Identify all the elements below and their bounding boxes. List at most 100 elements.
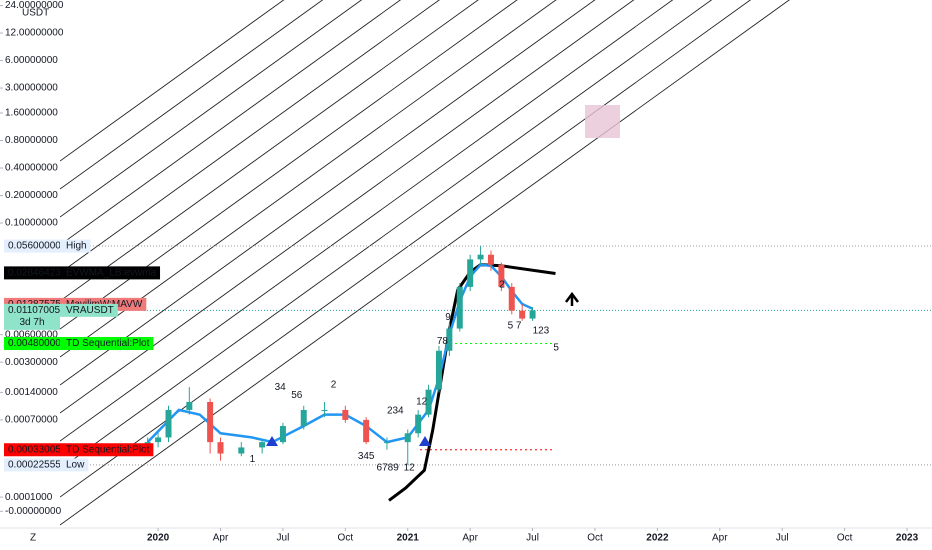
candle-body: [217, 442, 224, 454]
y-tick-label: 0.10000000: [5, 218, 58, 229]
x-tick-label: Jul: [526, 533, 539, 544]
x-tick-label: Apr: [462, 533, 478, 544]
indicator-line: [146, 263, 534, 444]
candle-body: [279, 426, 286, 443]
corner-label: Z: [30, 533, 36, 544]
td-label: 6789: [377, 462, 400, 473]
x-tick-label: Oct: [837, 533, 853, 544]
price-tag-value: 0.01107005: [8, 305, 61, 316]
x-tick-label: 2021: [397, 533, 420, 544]
channel-line: [60, 0, 635, 414]
price-tag-value: 0.05600000: [8, 241, 61, 252]
td-label: 5 7: [508, 320, 522, 331]
price-tag-name-bg: [60, 458, 89, 472]
td-label: 12: [416, 397, 428, 408]
price-tag-name-bg: [60, 239, 91, 253]
candle-body: [519, 310, 526, 319]
price-tag-value: 0.00022555: [8, 459, 61, 470]
price-tag-extra: 3d 7h: [19, 317, 44, 328]
price-tag-name: VRAUSDT: [66, 305, 114, 316]
channel-line: [60, 0, 440, 274]
arrow-up: [565, 291, 579, 306]
price-tag-name: TD Sequential:Plot: [66, 338, 150, 349]
td-label: 345: [358, 451, 375, 462]
candle-body: [529, 310, 536, 319]
candle-body: [300, 409, 307, 427]
channel-line: [60, 0, 518, 330]
candle-body: [207, 401, 214, 443]
candle-body: [435, 350, 442, 390]
x-tick-label: Oct: [338, 533, 354, 544]
y-tick-label: 24.00000000: [5, 0, 64, 11]
y-tick-label: 0.00140000: [5, 387, 58, 398]
channel-line: [60, 0, 285, 162]
candle-body: [456, 286, 463, 329]
price-tag: [4, 337, 60, 351]
channel-line: [60, 0, 557, 358]
y-tick-label: 0.00600000: [5, 329, 58, 340]
candle-body: [446, 328, 453, 351]
candle-body: [259, 442, 266, 448]
x-tick-label: Jul: [277, 533, 290, 544]
channel-line: [60, 0, 402, 246]
y-tick-label: 6.00000000: [5, 55, 58, 66]
td-label: 2: [331, 379, 337, 390]
td-label: 5: [553, 343, 559, 354]
price-tag-value: 0.00480000: [8, 338, 61, 349]
y-tick-label: 0.20000000: [5, 190, 58, 201]
candle-body: [415, 414, 422, 434]
td-label: 34: [275, 382, 287, 393]
price-tag: [4, 303, 60, 330]
price-tag: [4, 266, 60, 280]
candle-body: [238, 447, 245, 454]
x-tick-label: 2022: [646, 533, 669, 544]
price-tag: [4, 443, 60, 457]
candle-body: [508, 286, 515, 311]
price-tag-value: 0.00033005: [8, 444, 61, 455]
channel-line: [60, 0, 324, 190]
price-tag-name-bg: [60, 303, 118, 317]
candle-body: [467, 259, 474, 287]
x-tick-label: 2023: [896, 533, 919, 544]
price-tag-name: High: [66, 241, 87, 252]
y-tick-label: 12.00000000: [5, 28, 64, 39]
y-tick-label: 1.60000000: [5, 108, 58, 119]
channel-line: [60, 0, 752, 498]
candle-body: [342, 409, 349, 420]
candle-body: [363, 419, 370, 443]
x-tick-label: Jul: [776, 533, 789, 544]
channel-line: [60, 0, 713, 470]
candle-body: [383, 442, 390, 444]
candle-body: [155, 437, 162, 443]
td-label: 2: [499, 280, 505, 291]
candle-body: [487, 254, 494, 265]
channel-line: [60, 0, 674, 442]
td-label: 234: [387, 405, 404, 416]
y-tick-label: 0.00070000: [5, 415, 58, 426]
candle-body: [321, 409, 328, 411]
target-box: [585, 105, 620, 138]
td-label: 12: [404, 462, 416, 473]
x-tick-label: Apr: [213, 533, 229, 544]
td-label: 56: [291, 390, 303, 401]
y-tick-label: 3.00000000: [5, 83, 58, 94]
candle-body: [186, 401, 193, 410]
price-tag-name-bg: [60, 266, 161, 280]
price-tag-value: 0.02846423: [8, 268, 61, 279]
price-tag: [4, 239, 60, 253]
candle-body: [404, 433, 411, 443]
price-tag-name: Low: [66, 459, 85, 470]
candle-body: [425, 389, 432, 415]
channel-line: [60, 0, 596, 386]
price-tag: [4, 458, 60, 472]
price-tag-name-bg: [60, 443, 154, 457]
price-tag-name-bg: [60, 337, 154, 351]
signal-triangle: [419, 436, 431, 446]
channel-line: [60, 0, 479, 302]
y-tick-label: -0.00000000: [5, 506, 62, 517]
x-tick-label: Apr: [712, 533, 728, 544]
y-tick-label: 0.80000000: [5, 135, 58, 146]
signal-triangle: [266, 436, 278, 446]
candle-body: [165, 409, 172, 438]
